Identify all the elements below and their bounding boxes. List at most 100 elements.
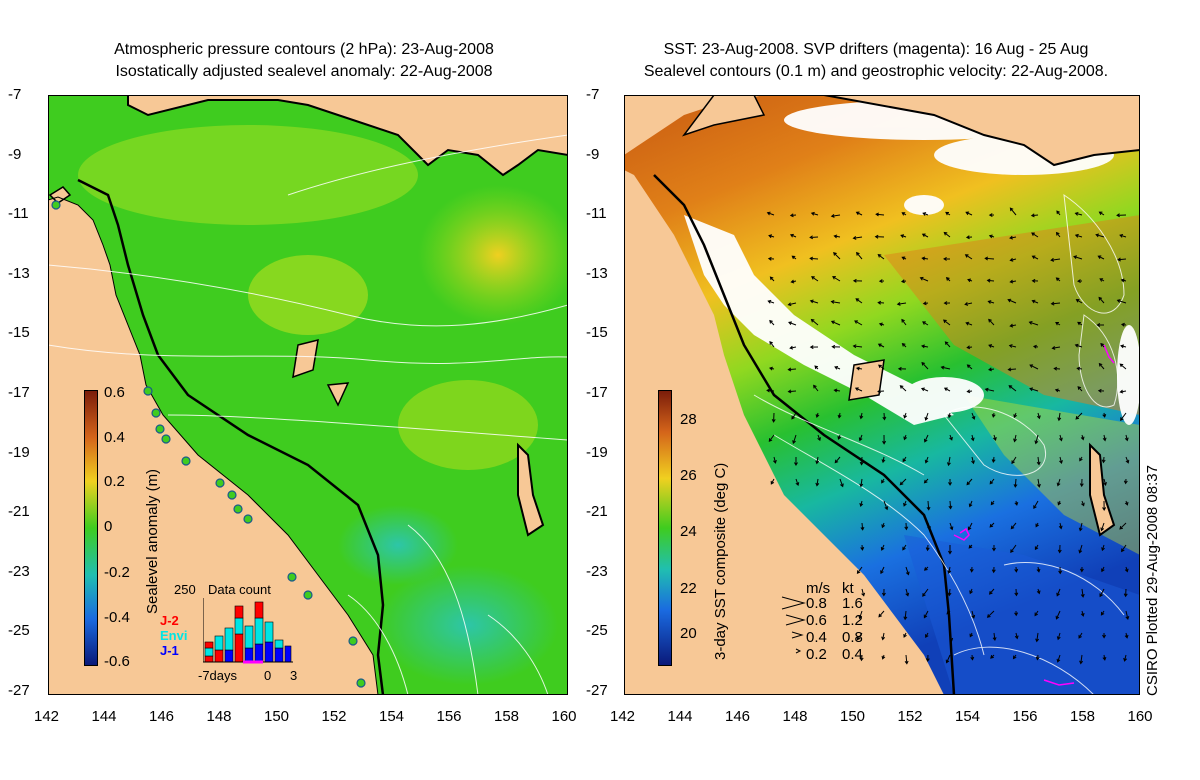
velocity-arrow (1076, 366, 1083, 371)
sst-tick-22: 22 (680, 580, 697, 597)
velocity-arrow (877, 254, 885, 260)
velocity-arrow (882, 412, 887, 421)
velocity-arrow (949, 632, 954, 642)
lon-label-right-4: 150 (840, 708, 866, 725)
lon-label-right-2: 146 (725, 708, 751, 725)
velocity-arrow (1102, 434, 1107, 442)
velocity-arrow (810, 318, 819, 326)
velocity-arrow (988, 344, 995, 348)
velocity-arrow (767, 256, 775, 261)
velocity-arrow (881, 632, 886, 641)
velocity-arrow (1035, 522, 1039, 528)
velocity-arrow (925, 654, 930, 662)
sla-tick-7: -0.6 (104, 653, 130, 670)
velocity-arrow (769, 341, 775, 348)
velocity-arrow (1101, 566, 1105, 573)
velocity-arrow (815, 456, 820, 465)
velocity-arrow (877, 389, 885, 394)
velocity-arrow (921, 256, 929, 261)
lon-label-left-4: 150 (264, 708, 290, 725)
lat-label-right-7: -21 (586, 503, 608, 521)
velocity-arrow (787, 302, 797, 307)
velocity-arrow (991, 566, 996, 574)
velocity-arrow (768, 234, 775, 239)
velocity-arrow (852, 278, 863, 283)
velocity-arrow (858, 434, 863, 442)
velocity-arrow (1075, 412, 1083, 420)
velocity-arrow (923, 478, 929, 484)
velocity-arrow (969, 588, 973, 595)
lon-label-right-7: 156 (1012, 708, 1038, 725)
right-title-line1: SST: 23-Aug-2008. SVP drifters (magenta)… (663, 41, 1089, 58)
velocity-arrow (1119, 522, 1127, 530)
velocity-header-ms: m/s (806, 580, 831, 597)
velocity-arrow (1034, 434, 1039, 445)
velocity-arrow (922, 301, 929, 306)
velocity-arrow (1031, 255, 1039, 260)
lat-label-left-7: -21 (8, 503, 30, 521)
velocity-arrow (966, 364, 973, 370)
velocity-arrow (837, 412, 842, 419)
velocity-arrow (989, 478, 995, 485)
lat-label-left-5: -17 (8, 384, 30, 401)
lon-label-right-1: 144 (667, 708, 693, 725)
velocity-arrow (1036, 566, 1041, 573)
velocity-arrow (880, 544, 885, 551)
velocity-arrow (1102, 632, 1107, 639)
velocity-arrow (810, 211, 819, 216)
velocity-arrow (947, 412, 952, 419)
velocity-arrow (903, 610, 908, 621)
velocity-arrow (1125, 610, 1130, 620)
lon-label-right-5: 152 (897, 708, 923, 725)
plot-footer: CSIRO Plotted 29-Aug-2008 08:37 (1144, 465, 1161, 696)
velocity-arrow (1058, 434, 1063, 442)
lat-label-left-3: -13 (8, 264, 30, 282)
velocity-arrow (1007, 298, 1017, 304)
velocity-arrow (903, 412, 908, 419)
velocity-arrow (1120, 322, 1127, 327)
sla-colorbar-label: Sealevel anomaly (m) (144, 468, 161, 614)
velocity-arrow (773, 456, 777, 464)
velocity-arrow (900, 234, 907, 238)
velocity-arrow (1073, 255, 1083, 260)
sst-tick-26: 26 (680, 467, 697, 484)
velocity-legend-arrows (781, 596, 806, 654)
velocity-arrow (856, 632, 863, 641)
velocity-arrow (1100, 522, 1105, 532)
velocity-arrow (984, 387, 995, 392)
velocity-arrow (1074, 211, 1083, 216)
velocity-arrow (1057, 544, 1062, 554)
velocity-arrow (943, 301, 951, 306)
velocity-arrow (1078, 632, 1083, 639)
velocity-arrow (946, 610, 951, 615)
lat-label-right-10: -27 (586, 682, 608, 699)
velocity-arrow (766, 211, 775, 216)
velocity-arrow (905, 566, 910, 576)
velocity-arrow (988, 588, 995, 595)
lon-label-right-6: 154 (955, 708, 981, 725)
velocity-arrow (1074, 343, 1083, 348)
velocity-arrow (882, 434, 887, 445)
velocity-arrow (1014, 500, 1019, 506)
velocity-arrow (1036, 412, 1041, 420)
velocity-arrow (965, 211, 973, 216)
velocity-arrow (809, 345, 819, 350)
velocity-arrow (946, 456, 951, 467)
velocity-arrow (1098, 211, 1105, 216)
velocity-arrow (1055, 610, 1061, 620)
velocity-row-3-kt: 0.8 (842, 629, 863, 646)
velocity-arrow (1099, 588, 1105, 598)
velocity-arrow (1014, 610, 1019, 617)
velocity-arrow (921, 233, 929, 238)
lon-label-left-7: 156 (436, 708, 462, 725)
velocity-arrow (925, 544, 930, 552)
velocity-arrow (770, 478, 775, 485)
lon-label-right-8: 158 (1070, 708, 1096, 725)
inset-legend-j1: J-1 (160, 643, 179, 658)
velocity-arrow (901, 212, 907, 216)
lon-label-right-9: 160 (1127, 708, 1153, 725)
sst-tick-28: 28 (680, 411, 697, 428)
velocity-arrow (833, 388, 841, 393)
inset-x-label-2: 0 (264, 668, 272, 683)
velocity-row-4-kt: 0.4 (842, 646, 863, 663)
